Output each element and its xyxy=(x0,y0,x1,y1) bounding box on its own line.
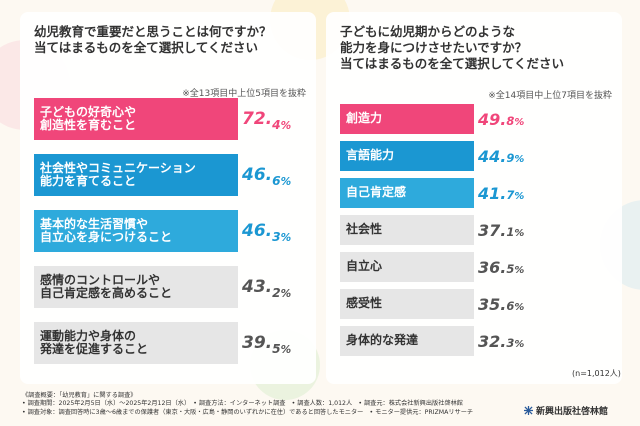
value-label: 44. 9% xyxy=(478,141,524,171)
value-int: 35. xyxy=(478,294,507,314)
value-pct: % xyxy=(514,117,525,128)
bar: 言語能力 xyxy=(340,141,474,171)
panel-right-chart: 子どもに幼児期からどのような 能力を身につけさせたいですか？ 当てはまるものを全… xyxy=(326,12,622,384)
value-dec: 8 xyxy=(506,114,515,128)
value-pct: % xyxy=(280,231,292,244)
brand-logo: 新興出版社啓林館 xyxy=(524,404,608,417)
value-dec: 1 xyxy=(506,225,515,239)
bar: 身体的な発達 xyxy=(340,326,474,356)
value-label: 32. 3% xyxy=(478,326,524,356)
value-pct: % xyxy=(280,175,292,188)
bar: 創造力 xyxy=(340,104,474,134)
value-int: 46. xyxy=(242,165,273,185)
value-pct: % xyxy=(514,154,525,165)
value-dec: 5 xyxy=(506,262,515,276)
bar: 運動能力や身体の 発達を促進すること xyxy=(34,322,238,364)
value-int: 41. xyxy=(478,183,507,203)
footer-line: • 調査対象：調査回答時に3歳〜6歳までの保護者（東京・大阪・広島・静岡のいずれ… xyxy=(22,408,474,416)
chart-note: ※全13項目中上位5項目を抜粋 xyxy=(182,89,306,99)
category-label: 自立心 xyxy=(346,259,383,274)
bar-row: 基本的な生活習慣や 自立心を身につけること 46. 3% xyxy=(34,210,306,252)
bar-row: 社会性 37. 1% xyxy=(340,215,612,245)
value-dec: 7 xyxy=(506,188,515,202)
value-int: 39. xyxy=(242,333,273,353)
bar-row: 感受性 35. 6% xyxy=(340,289,612,319)
bar: 感情のコントロールや 自己肯定感を高めること xyxy=(34,266,238,308)
category-label: 社会性 xyxy=(346,222,383,237)
value-pct: % xyxy=(514,228,525,239)
category-label: 基本的な生活習慣や 自立心を身につけること xyxy=(40,216,173,244)
bar: 社会性やコミュニケーション 能力を育てること xyxy=(34,154,238,196)
category-label: 創造力 xyxy=(346,111,383,126)
bar-row: 感情のコントロールや 自己肯定感を高めること 43. 2% xyxy=(34,266,306,308)
value-int: 32. xyxy=(478,331,507,351)
category-label: 言語能力 xyxy=(346,148,395,163)
category-label: 自己肯定感 xyxy=(346,185,407,200)
footer-line: • 調査期間：2025年2月5日（水）〜2025年2月12日（水） • 調査方法… xyxy=(22,400,463,408)
brand-icon xyxy=(524,406,533,415)
panel-left-chart: 幼児教育で重要だと思うことは何ですか？ 当てはまるものを全て選択してください ※… xyxy=(20,12,316,384)
value-label: 35. 6% xyxy=(478,289,524,319)
value-label: 49. 8% xyxy=(478,104,524,134)
value-label: 39. 5% xyxy=(242,322,291,364)
value-dec: 9 xyxy=(506,151,515,165)
bar-row: 子どもの好奇心や 創造性を育むこと 72. 4% xyxy=(34,98,306,140)
footer-line: 《調査概要：「幼児教育」に関する調査》 xyxy=(22,392,137,399)
value-dec: 6 xyxy=(506,299,515,313)
value-pct: % xyxy=(280,119,292,132)
value-label: 36. 5% xyxy=(478,252,524,282)
value-pct: % xyxy=(514,265,525,276)
bar: 社会性 xyxy=(340,215,474,245)
category-label: 子どもの好奇心や 創造性を育むこと xyxy=(40,104,137,132)
bar: 子どもの好奇心や 創造性を育むこと xyxy=(34,98,238,140)
value-dec: 3 xyxy=(506,336,515,350)
value-int: 49. xyxy=(478,109,507,129)
value-dec: 3 xyxy=(272,229,281,244)
category-label: 社会性やコミュニケーション 能力を育てること xyxy=(40,160,196,188)
category-label: 感受性 xyxy=(346,296,383,311)
bar-row: 運動能力や身体の 発達を促進すること 39. 5% xyxy=(34,322,306,364)
bar: 自立心 xyxy=(340,252,474,282)
bar-row: 言語能力 44. 9% xyxy=(340,141,612,171)
bar: 感受性 xyxy=(340,289,474,319)
chart-title: 幼児教育で重要だと思うことは何ですか？ 当てはまるものを全て選択してください xyxy=(34,24,272,55)
bar: 基本的な生活習慣や 自立心を身につけること xyxy=(34,210,238,252)
value-pct: % xyxy=(514,339,525,350)
bar-row: 創造力 49. 8% xyxy=(340,104,612,134)
value-pct: % xyxy=(514,302,525,313)
value-dec: 6 xyxy=(272,173,281,188)
value-int: 37. xyxy=(478,220,507,240)
value-int: 46. xyxy=(242,221,273,241)
bar-row: 自立心 36. 5% xyxy=(340,252,612,282)
bar-row: 自己肯定感 41. 7% xyxy=(340,178,612,208)
value-dec: 4 xyxy=(272,117,281,132)
value-int: 72. xyxy=(242,109,273,129)
bar-row: 社会性やコミュニケーション 能力を育てること 46. 6% xyxy=(34,154,306,196)
value-label: 43. 2% xyxy=(242,266,291,308)
value-label: 37. 1% xyxy=(478,215,524,245)
value-pct: % xyxy=(280,343,292,356)
category-label: 感情のコントロールや 自己肯定感を高めること xyxy=(40,272,173,300)
value-label: 46. 6% xyxy=(242,154,291,196)
value-int: 44. xyxy=(478,146,507,166)
chart-title: 子どもに幼児期からどのような 能力を身につけさせたいですか？ 当てはまるものを全… xyxy=(340,24,565,71)
bar-row: 身体的な発達 32. 3% xyxy=(340,326,612,356)
chart-note: ※全14項目中上位7項目を抜粋 xyxy=(488,91,612,101)
value-label: 72. 4% xyxy=(242,98,291,140)
sample-size-note: (n=1,012人) xyxy=(572,369,621,378)
category-label: 運動能力や身体の 発達を促進すること xyxy=(40,328,149,356)
value-int: 43. xyxy=(242,277,273,297)
value-pct: % xyxy=(280,287,292,300)
value-pct: % xyxy=(514,191,525,202)
brand-name: 新興出版社啓林館 xyxy=(536,407,609,417)
bar: 自己肯定感 xyxy=(340,178,474,208)
category-label: 身体的な発達 xyxy=(346,333,419,348)
value-int: 36. xyxy=(478,257,507,277)
value-dec: 5 xyxy=(272,341,281,356)
value-label: 41. 7% xyxy=(478,178,524,208)
survey-footer: 《調査概要：「幼児教育」に関する調査》 • 調査期間：2025年2月5日（水）〜… xyxy=(22,392,492,417)
value-label: 46. 3% xyxy=(242,210,291,252)
value-dec: 2 xyxy=(272,285,281,300)
